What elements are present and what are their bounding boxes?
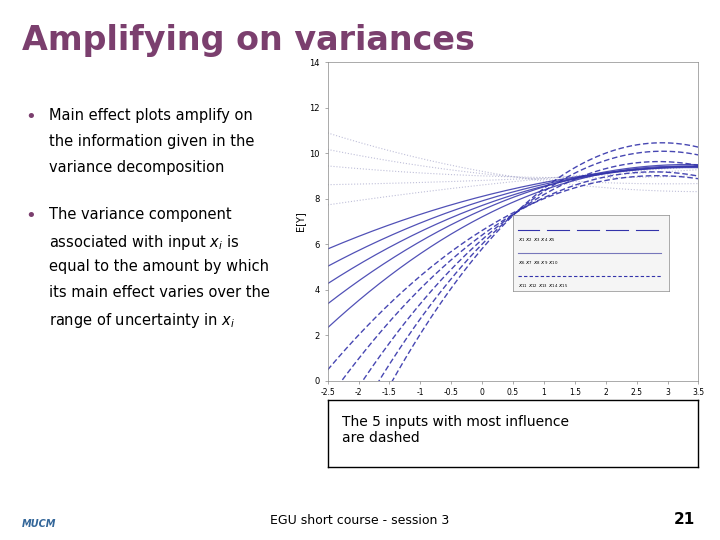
Text: equal to the amount by which: equal to the amount by which xyxy=(49,259,269,274)
Text: the information given in the: the information given in the xyxy=(49,134,254,149)
Text: The 5 inputs with most influence
are dashed: The 5 inputs with most influence are das… xyxy=(343,415,570,445)
Text: Main effect plots amplify on: Main effect plots amplify on xyxy=(49,108,253,123)
Text: its main effect varies over the: its main effect varies over the xyxy=(49,285,270,300)
Text: EGU short course - session 3: EGU short course - session 3 xyxy=(271,514,449,526)
Text: $x_1$ $x_2$ $x_3$ $x_4$ $x_5$: $x_1$ $x_2$ $x_3$ $x_4$ $x_5$ xyxy=(518,237,556,244)
Text: $x_6$ $x_7$ $x_8$ $x_9$ $x_{10}$: $x_6$ $x_7$ $x_8$ $x_9$ $x_{10}$ xyxy=(518,259,558,267)
Text: Amplifying on variances: Amplifying on variances xyxy=(22,24,474,57)
Text: $x_{11}$ $x_{12}$ $x_{13}$ $x_{14}$ $x_{15}$: $x_{11}$ $x_{12}$ $x_{13}$ $x_{14}$ $x_{… xyxy=(518,282,568,290)
X-axis label: $x_i$: $x_i$ xyxy=(508,403,518,415)
Y-axis label: E[Y]: E[Y] xyxy=(295,212,305,231)
Text: •: • xyxy=(25,207,36,225)
Text: •: • xyxy=(25,108,36,126)
Text: 21: 21 xyxy=(673,511,695,526)
Text: associated with input $x_i$ is: associated with input $x_i$ is xyxy=(49,233,240,252)
Text: The variance component: The variance component xyxy=(49,207,232,222)
Text: range of uncertainty in $x_i$: range of uncertainty in $x_i$ xyxy=(49,311,235,330)
Text: variance decomposition: variance decomposition xyxy=(49,160,225,175)
Text: MUCM: MUCM xyxy=(22,519,56,529)
